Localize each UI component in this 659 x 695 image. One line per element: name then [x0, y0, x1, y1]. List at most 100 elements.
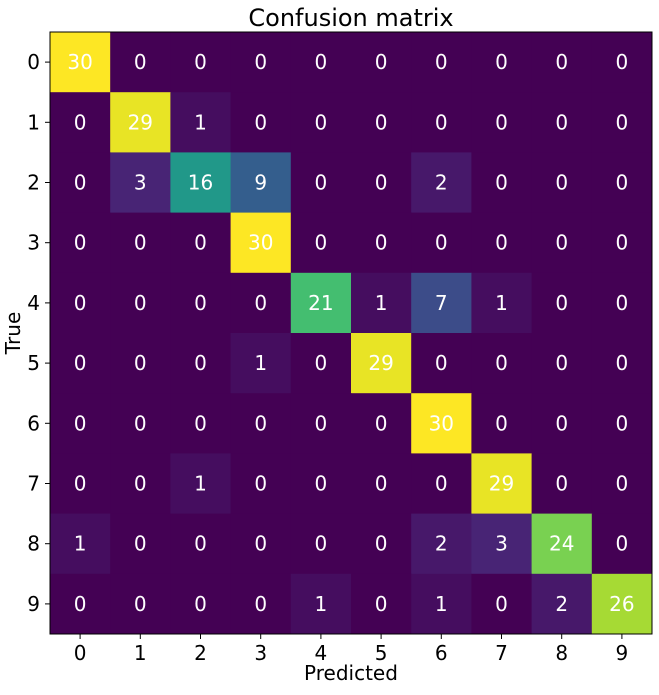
heatmap-cell-r6-c7	[471, 393, 533, 454]
cell-value-r5-c5: 29	[368, 351, 393, 375]
cell-value-r2-c2: 16	[188, 171, 213, 195]
cell-value-r1-c1: 29	[128, 110, 153, 134]
y-axis-label: True	[1, 312, 25, 355]
heatmap-cell-r9-c0	[50, 573, 111, 635]
x-tick-label-1: 1	[134, 641, 147, 665]
heatmap-cells	[50, 32, 653, 635]
cell-value-r0-c4: 0	[315, 50, 328, 74]
plot-frame	[49, 31, 653, 635]
heatmap-cell-r8-c2	[170, 513, 232, 575]
cell-value-r8-c3: 0	[254, 532, 267, 556]
cell-value-r8-c8: 24	[549, 532, 574, 556]
cell-value-r2-c3: 9	[254, 171, 267, 195]
heatmap-cell-r5-c7	[471, 333, 533, 394]
heatmap-cell-r8-c9	[591, 513, 653, 575]
x-tick-label-0: 0	[74, 641, 87, 665]
cell-value-r9-c8: 2	[555, 592, 568, 616]
heatmap-cell-r2-c3	[230, 152, 292, 214]
heatmap-cell-r3-c8	[531, 212, 593, 274]
heatmap-cell-r5-c2	[170, 333, 232, 394]
heatmap-cell-r1-c6	[411, 92, 472, 153]
heatmap-cell-r5-c9	[591, 333, 653, 394]
cell-value-r9-c2: 0	[194, 592, 207, 616]
cell-value-r0-c7: 0	[495, 50, 508, 74]
cell-value-r3-c8: 0	[555, 231, 568, 255]
heatmap-cell-r1-c5	[351, 92, 412, 153]
cell-value-r5-c0: 0	[74, 351, 87, 375]
heatmap-cell-r4-c2	[170, 272, 232, 334]
x-tick-label-2: 2	[194, 641, 207, 665]
cell-value-r5-c4: 0	[315, 351, 328, 375]
heatmap-cell-r8-c7	[471, 513, 533, 575]
heatmap-cell-r8-c3	[230, 513, 292, 575]
heatmap-cell-r4-c5	[351, 272, 412, 334]
heatmap-cell-r6-c0	[50, 393, 111, 454]
cell-value-r6-c2: 0	[194, 411, 207, 435]
heatmap-cell-r3-c5	[351, 212, 412, 274]
cell-value-r6-c3: 0	[254, 411, 267, 435]
cell-value-r4-c7: 1	[495, 291, 508, 315]
cell-value-r1-c3: 0	[254, 110, 267, 134]
cell-value-r5-c3: 1	[254, 351, 267, 375]
heatmap-cell-r2-c8	[531, 152, 593, 214]
heatmap-cell-r9-c1	[110, 573, 171, 635]
heatmap-cell-r6-c9	[591, 393, 653, 454]
cell-value-r4-c6: 7	[435, 291, 448, 315]
cell-value-r7-c8: 0	[555, 472, 568, 496]
heatmap-cell-r6-c8	[531, 393, 593, 454]
heatmap-cell-r9-c8	[531, 573, 593, 635]
cell-value-r3-c9: 0	[616, 231, 629, 255]
heatmap-cell-r5-c4	[290, 333, 352, 394]
heatmap-cell-r0-c4	[290, 32, 352, 93]
heatmap-cell-r5-c5	[351, 333, 412, 394]
heatmap-cell-r6-c3	[230, 393, 292, 454]
cell-value-r8-c1: 0	[134, 532, 147, 556]
cell-value-r6-c1: 0	[134, 411, 147, 435]
y-tick-label-1: 1	[27, 110, 40, 134]
cell-value-r2-c6: 2	[435, 171, 448, 195]
heatmap-cell-r0-c3	[230, 32, 292, 93]
cell-value-r3-c6: 0	[435, 231, 448, 255]
heatmap-cell-r8-c8	[531, 513, 593, 575]
heatmap-cell-r4-c0	[50, 272, 111, 334]
cell-value-labels: 30 0 0 0 0 0 0 0 0 00 29 1 0 0 0 0 0 0 00 3 16 9 0 0 2 0 0 00 0 0 30 0 0…	[67, 50, 634, 616]
heatmap-cell-r8-c0	[50, 513, 111, 575]
heatmap-cell-r0-c8	[531, 32, 593, 93]
heatmap-cell-r2-c5	[351, 152, 412, 214]
heatmap-cell-r7-c9	[591, 453, 653, 515]
heatmap-cell-r3-c4	[290, 212, 352, 274]
heatmap-cell-r3-c7	[471, 212, 533, 274]
y-tick-label-8: 8	[27, 532, 40, 556]
cell-value-r7-c2: 1	[194, 472, 207, 496]
cell-value-r1-c0: 0	[74, 110, 87, 134]
cell-value-r6-c9: 0	[616, 411, 629, 435]
cell-value-r8-c5: 0	[375, 532, 388, 556]
cell-value-r1-c8: 0	[555, 110, 568, 134]
cell-value-r9-c4: 1	[315, 592, 328, 616]
cell-value-r6-c5: 0	[375, 411, 388, 435]
heatmap-cell-r6-c6	[411, 393, 472, 454]
heatmap-cell-r9-c7	[471, 573, 533, 635]
heatmap-cell-r4-c8	[531, 272, 593, 334]
cell-value-r3-c3: 30	[248, 231, 273, 255]
heatmap-cell-r2-c4	[290, 152, 352, 214]
x-tick-label-5: 5	[375, 641, 388, 665]
heatmap-cell-r2-c7	[471, 152, 533, 214]
cell-value-r9-c7: 0	[495, 592, 508, 616]
cell-value-r7-c5: 0	[375, 472, 388, 496]
cell-value-r3-c4: 0	[315, 231, 328, 255]
heatmap-cell-r1-c7	[471, 92, 533, 153]
cell-value-r2-c7: 0	[495, 171, 508, 195]
heatmap-cell-r5-c3	[230, 333, 292, 394]
heatmap-cell-r4-c7	[471, 272, 533, 334]
cell-value-r2-c5: 0	[375, 171, 388, 195]
y-tick-label-5: 5	[27, 351, 40, 375]
heatmap-cell-r9-c2	[170, 573, 232, 635]
cell-value-r0-c1: 0	[134, 50, 147, 74]
cell-value-r0-c0: 30	[67, 50, 92, 74]
heatmap-cell-r1-c0	[50, 92, 111, 153]
cell-value-r7-c1: 0	[134, 472, 147, 496]
y-tick-label-9: 9	[27, 592, 40, 616]
cell-value-r6-c4: 0	[315, 411, 328, 435]
